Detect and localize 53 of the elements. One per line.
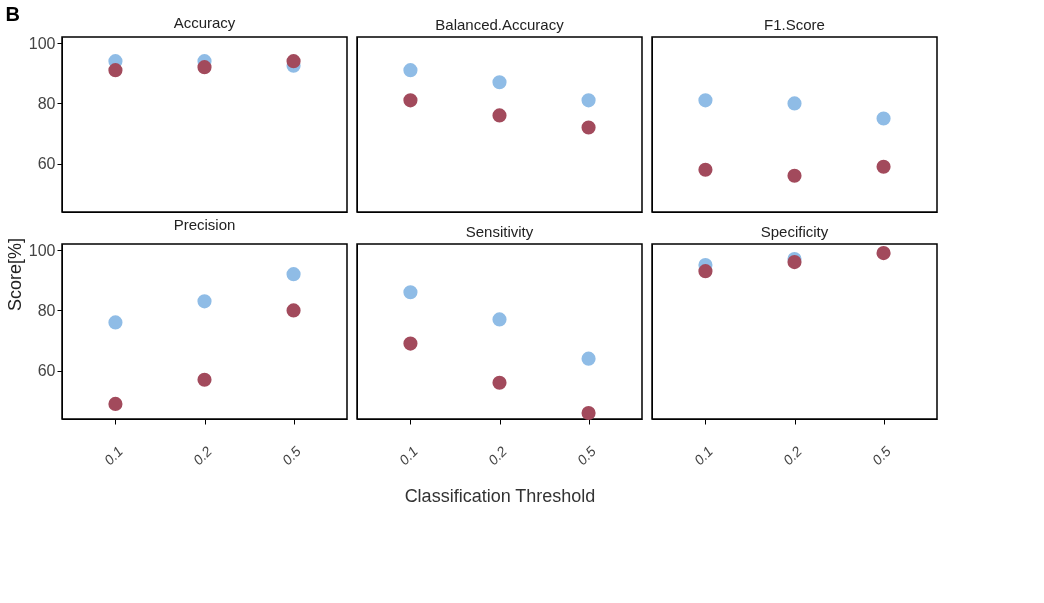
y-tick-label: 100	[28, 34, 56, 52]
chart-title: Sensitivity	[465, 223, 534, 240]
point	[698, 162, 713, 177]
point	[108, 396, 123, 411]
point	[787, 168, 802, 183]
x-tick-label: 0.2	[779, 442, 806, 469]
x-tick-label: 0.2	[484, 442, 511, 469]
chart-title: Specificity	[760, 223, 829, 240]
point	[876, 159, 891, 174]
point	[492, 108, 507, 123]
point	[698, 93, 713, 108]
x-tick-label: 0.5	[868, 442, 895, 469]
x-axis-title: Classification Threshold	[404, 486, 596, 507]
y-tick-label: 60	[37, 155, 56, 173]
x-tick-label: 0.2	[189, 442, 216, 469]
point	[581, 405, 596, 421]
point	[197, 60, 212, 75]
y-tick-label: 100	[28, 241, 56, 259]
point	[581, 351, 596, 366]
point	[403, 63, 418, 78]
point	[286, 303, 301, 318]
x-tick-label: 0.5	[278, 442, 305, 469]
point	[876, 111, 891, 126]
x-tick-label: 0.1	[395, 443, 421, 469]
chart-title: Balanced.Accuracy	[435, 16, 565, 33]
point	[108, 63, 123, 78]
point	[403, 336, 418, 351]
y-axis-title: Score[%]	[4, 237, 25, 312]
x-tick-label: 0.5	[573, 442, 600, 469]
point	[197, 294, 212, 309]
chart-title: Accuracy	[173, 14, 236, 32]
point	[286, 267, 301, 282]
y-tick-label: 80	[37, 94, 56, 112]
point	[403, 285, 418, 300]
point	[403, 93, 418, 108]
point	[286, 54, 301, 69]
point	[492, 375, 507, 390]
point	[581, 93, 596, 108]
point	[787, 96, 802, 111]
point	[581, 120, 596, 135]
text: B	[5, 3, 21, 26]
point	[876, 245, 891, 261]
chart-title: F1.Score	[764, 16, 825, 33]
point	[492, 312, 507, 327]
point	[698, 264, 713, 279]
x-tick-label: 0.1	[690, 443, 716, 469]
point	[492, 75, 507, 90]
chart-title: Precision	[173, 216, 236, 234]
point	[108, 315, 123, 330]
y-tick-label: 80	[37, 301, 56, 319]
x-tick-label: 0.1	[100, 443, 126, 469]
y-tick-label: 60	[37, 362, 56, 380]
point	[197, 372, 212, 387]
